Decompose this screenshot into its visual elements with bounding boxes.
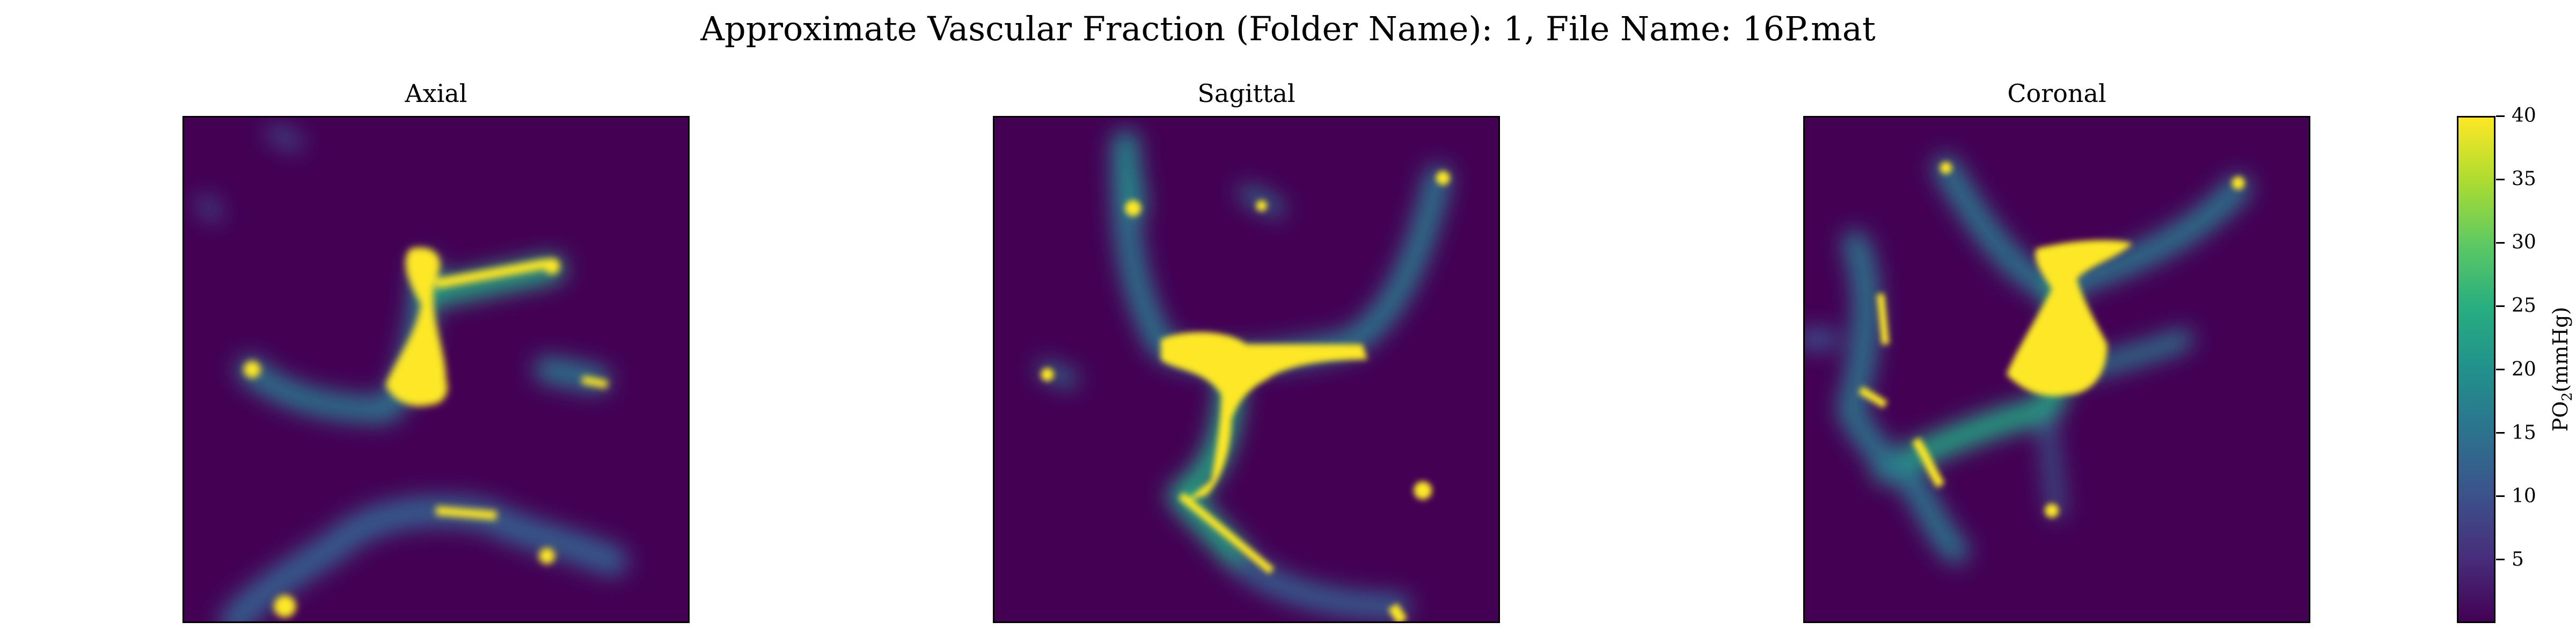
- panel-title-axial: Axial: [405, 79, 467, 108]
- colorbar-tick: [2496, 178, 2505, 180]
- colorbar-gradient: [2458, 118, 2494, 621]
- colorbar-tick: [2496, 495, 2505, 497]
- colorbar-tick: [2496, 305, 2505, 307]
- figure-title: Approximate Vascular Fraction (Folder Na…: [700, 9, 1876, 48]
- colorbar-tick-label: 15: [2512, 421, 2536, 444]
- heatmap-sagittal: [993, 116, 1500, 623]
- heatmap-axial: [182, 116, 690, 623]
- heatmap-axial-image: [196, 125, 628, 621]
- panel-title-sagittal: Sagittal: [1197, 79, 1296, 108]
- heatmap-coronal: [1803, 116, 2310, 623]
- colorbar-tick-label: 10: [2512, 485, 2536, 507]
- colorbar-tick: [2496, 559, 2505, 561]
- colorbar-tick: [2496, 241, 2505, 244]
- colorbar-label-main: PO: [2549, 401, 2572, 432]
- colorbar-label-subscript: 2: [2559, 392, 2575, 401]
- colorbar-label-unit: (mmHg): [2549, 306, 2572, 392]
- heatmap-sagittal-image: [1037, 130, 1451, 621]
- colorbar: [2457, 116, 2496, 623]
- colorbar-tick-label: 20: [2512, 358, 2536, 380]
- colorbar-tick-label: 25: [2512, 295, 2536, 317]
- heatmap-coronal-image: [1805, 155, 2251, 564]
- panel-title-coronal: Coronal: [2007, 79, 2106, 108]
- colorbar-label: PO2(mmHg): [2549, 307, 2575, 431]
- colorbar-tick-label: 30: [2512, 231, 2536, 254]
- colorbar-tick-label: 5: [2512, 548, 2524, 570]
- colorbar-tick-label: 35: [2512, 168, 2536, 191]
- colorbar-tick: [2496, 115, 2505, 117]
- colorbar-tick-label: 40: [2512, 105, 2536, 127]
- colorbar-tick: [2496, 369, 2505, 370]
- colorbar-tick: [2496, 432, 2505, 434]
